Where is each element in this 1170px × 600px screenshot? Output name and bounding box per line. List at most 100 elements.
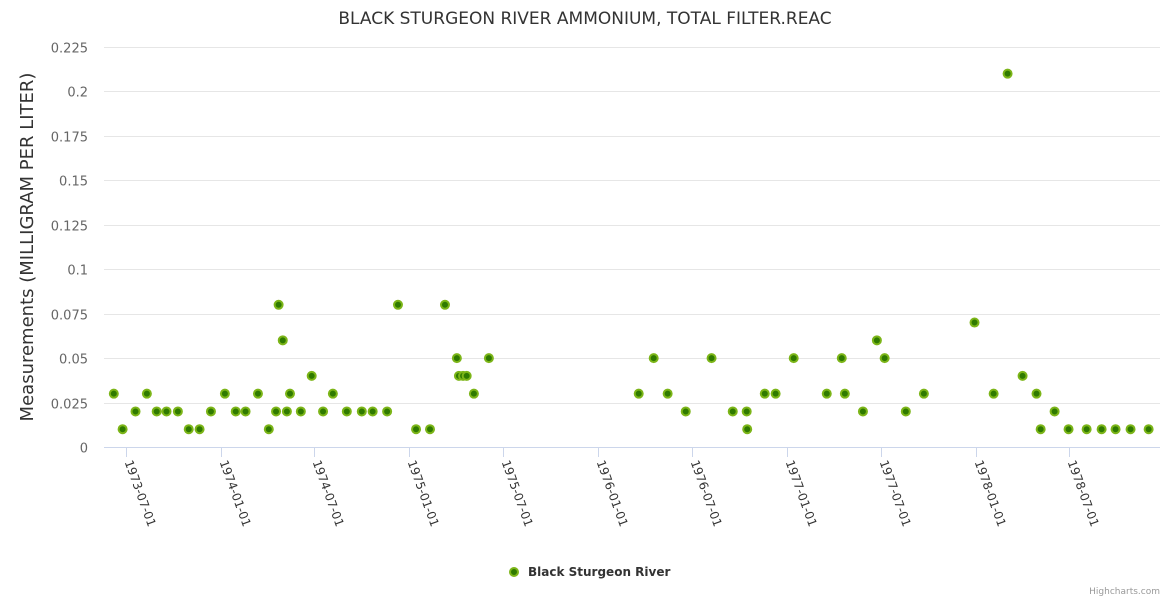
data-point[interactable] (281, 406, 292, 417)
data-point[interactable] (273, 299, 284, 310)
data-point[interactable] (141, 388, 152, 399)
data-point[interactable] (759, 388, 770, 399)
data-point[interactable] (1143, 424, 1154, 435)
data-point[interactable] (1049, 406, 1060, 417)
data-point[interactable] (742, 424, 753, 435)
y-tick-label: 0 (80, 442, 88, 457)
data-point[interactable] (318, 406, 329, 417)
x-tick-label: 1973-07-01 (122, 458, 159, 528)
data-point[interactable] (1031, 388, 1042, 399)
y-tick-label: 0.2 (67, 86, 88, 101)
x-tick-label: 1978-01-01 (972, 458, 1009, 528)
data-point[interactable] (219, 388, 230, 399)
data-point[interactable] (277, 335, 288, 346)
legend-item[interactable]: Black Sturgeon River (509, 565, 670, 579)
data-point[interactable] (483, 353, 494, 364)
data-point[interactable] (648, 353, 659, 364)
data-point[interactable] (706, 353, 717, 364)
x-tick-label: 1974-07-01 (310, 458, 347, 528)
data-point[interactable] (108, 388, 119, 399)
x-tick-label: 1976-01-01 (594, 458, 631, 528)
data-point[interactable] (662, 388, 673, 399)
data-point[interactable] (130, 406, 141, 417)
data-point[interactable] (1002, 68, 1013, 79)
data-point[interactable] (770, 388, 781, 399)
x-tick-label: 1977-07-01 (877, 458, 914, 528)
data-point[interactable] (382, 406, 393, 417)
data-point[interactable] (680, 406, 691, 417)
x-tick-label: 1976-07-01 (688, 458, 725, 528)
y-axis-ticks: 0 0.025 0.05 0.075 0.1 0.125 0.15 0.175 0.2 0.225 (51, 42, 88, 457)
data-point[interactable] (392, 299, 403, 310)
data-point[interactable] (857, 406, 868, 417)
data-point[interactable] (194, 424, 205, 435)
data-point[interactable] (969, 317, 980, 328)
data-point[interactable] (183, 424, 194, 435)
data-point[interactable] (1081, 424, 1092, 435)
data-point[interactable] (1017, 370, 1028, 381)
data-point[interactable] (356, 406, 367, 417)
data-point[interactable] (1096, 424, 1107, 435)
data-point[interactable] (424, 424, 435, 435)
y-tick-label: 0.1 (67, 264, 88, 279)
data-point[interactable] (295, 406, 306, 417)
grid-lines (104, 47, 1160, 404)
data-point[interactable] (367, 406, 378, 417)
data-point[interactable] (633, 388, 644, 399)
data-point[interactable] (327, 388, 338, 399)
series-points (108, 68, 1154, 435)
credits-link[interactable]: Highcharts.com (1089, 587, 1160, 597)
data-point[interactable] (879, 353, 890, 364)
legend-label: Black Sturgeon River (528, 565, 670, 579)
data-point[interactable] (151, 406, 162, 417)
data-point[interactable] (900, 406, 911, 417)
data-point[interactable] (263, 424, 274, 435)
data-point[interactable] (306, 370, 317, 381)
data-point[interactable] (821, 388, 832, 399)
data-point[interactable] (252, 388, 263, 399)
x-tick-label: 1974-01-01 (217, 458, 254, 528)
data-point[interactable] (205, 406, 216, 417)
data-point[interactable] (1110, 424, 1121, 435)
x-tick-label: 1975-01-01 (405, 458, 442, 528)
data-point[interactable] (788, 353, 799, 364)
data-point[interactable] (451, 353, 462, 364)
chart-title: BLACK STURGEON RIVER AMMONIUM, TOTAL FIL… (338, 9, 831, 29)
x-axis-ticks: 1973-07-01 1974-01-01 1974-07-01 1975-01-01… (122, 447, 1102, 529)
data-point[interactable] (871, 335, 882, 346)
data-point[interactable] (230, 406, 241, 417)
y-tick-label: 0.075 (51, 309, 88, 324)
data-point[interactable] (284, 388, 295, 399)
data-point[interactable] (240, 406, 251, 417)
legend-marker (509, 567, 519, 577)
data-point[interactable] (727, 406, 738, 417)
data-point[interactable] (1035, 424, 1046, 435)
data-point[interactable] (271, 406, 282, 417)
data-point[interactable] (839, 388, 850, 399)
data-point[interactable] (341, 406, 352, 417)
data-point[interactable] (836, 353, 847, 364)
data-point[interactable] (439, 299, 450, 310)
y-tick-label: 0.05 (59, 353, 88, 368)
data-point[interactable] (161, 406, 172, 417)
data-point[interactable] (988, 388, 999, 399)
x-tick-label: 1975-07-01 (499, 458, 536, 528)
data-point[interactable] (918, 388, 929, 399)
y-tick-label: 0.15 (59, 175, 88, 190)
data-point[interactable] (461, 370, 472, 381)
y-tick-label: 0.225 (51, 42, 88, 57)
y-tick-label: 0.125 (51, 220, 88, 235)
y-tick-label: 0.175 (51, 131, 88, 146)
data-point[interactable] (741, 406, 752, 417)
x-tick-label: 1978-07-01 (1065, 458, 1102, 528)
data-point[interactable] (468, 388, 479, 399)
x-tick-label: 1977-01-01 (783, 458, 820, 528)
data-point[interactable] (117, 424, 128, 435)
data-point[interactable] (411, 424, 422, 435)
data-point[interactable] (1125, 424, 1136, 435)
y-tick-label: 0.025 (51, 398, 88, 413)
y-axis-label: Measurements (MILLIGRAM PER LITER) (17, 73, 38, 422)
data-point[interactable] (1063, 424, 1074, 435)
data-point[interactable] (172, 406, 183, 417)
